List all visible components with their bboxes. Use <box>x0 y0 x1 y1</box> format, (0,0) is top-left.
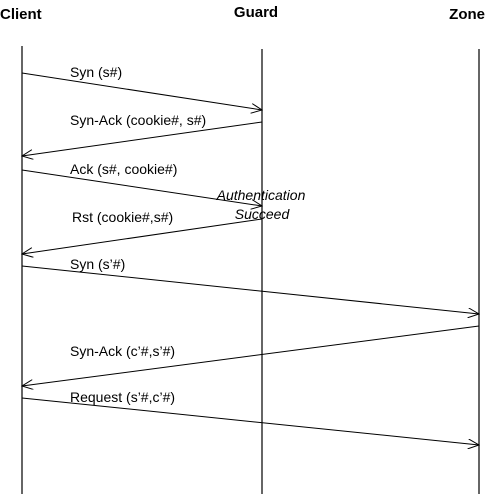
message-arrow-6 <box>22 325 480 386</box>
note-line-2: Succeed <box>235 206 291 222</box>
message-arrow-4 <box>22 218 263 254</box>
message-arrow-3 <box>21 169 262 206</box>
message-arrow-5 <box>21 265 479 314</box>
note-line-1: Authentication <box>216 187 306 203</box>
message-arrow-2 <box>22 121 263 156</box>
message-label-3: Ack (s#, cookie#) <box>70 161 177 177</box>
message-label-4: Rst (cookie#,s#) <box>72 209 173 225</box>
message-label-5: Syn (s’#) <box>70 256 125 272</box>
message-label-6: Syn-Ack (c’#,s’#) <box>70 343 175 359</box>
actor-zone-label: Zone <box>449 6 485 23</box>
message-arrow-7 <box>21 397 479 445</box>
message-arrow-1 <box>21 72 262 110</box>
message-label-7: Request (s’#,c’#) <box>70 389 175 405</box>
actor-client-label: Client <box>0 6 42 23</box>
message-label-2: Syn-Ack (cookie#, s#) <box>70 112 206 128</box>
actor-guard-label: Guard <box>234 4 278 21</box>
message-label-1: Syn (s#) <box>70 64 122 80</box>
